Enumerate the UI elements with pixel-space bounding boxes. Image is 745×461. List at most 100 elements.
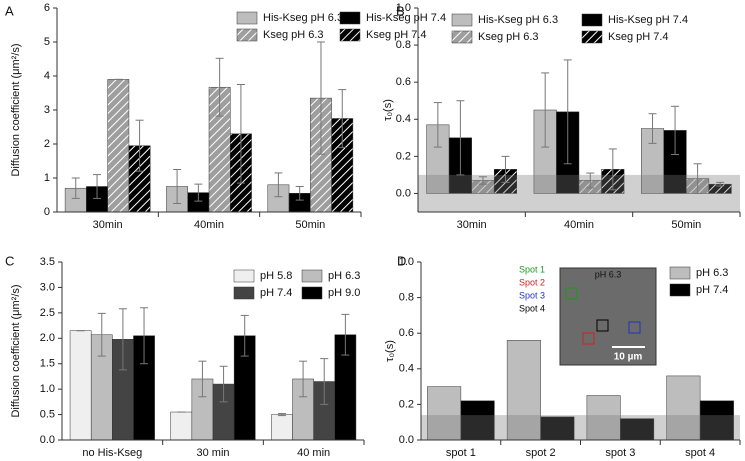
error-bar — [295, 186, 304, 201]
bar — [69, 330, 92, 441]
x-tick-label: 40min — [194, 219, 224, 231]
x-tick-label: spot 3 — [605, 447, 635, 459]
y-tick-label: 2.5 — [40, 307, 55, 319]
error-bar — [240, 314, 249, 357]
y-tick-label: 0.0 — [396, 187, 411, 199]
legend-swatch — [236, 11, 258, 25]
legend-swatch — [581, 13, 603, 27]
legend-swatch — [233, 269, 255, 283]
y-tick-label: 2 — [44, 138, 50, 150]
y-tick-label: 3.5 — [40, 256, 55, 268]
spot-label: Spot 2 — [519, 277, 545, 287]
legend-label: pH 7.4 — [696, 284, 728, 296]
legend-swatch — [669, 266, 691, 280]
spot-label: Spot 3 — [519, 290, 545, 300]
y-tick-label: 1.0 — [399, 256, 414, 268]
error-bar — [236, 84, 245, 184]
inset-image: pH 6.3 10 µm Spot 1 Spot 2 Spot 3 Spot 4 — [519, 264, 657, 366]
x-tick-label: no His-Kseg — [82, 447, 142, 459]
legend-label: Kseg pH 7.4 — [366, 29, 427, 41]
y-axis-label: Diffusion coefficient (μm²/s) — [10, 284, 22, 417]
x-tick-label: 50min — [671, 219, 701, 231]
panel-label: B — [396, 3, 405, 18]
y-tick-label: 3 — [44, 104, 50, 116]
legend-swatch — [236, 28, 258, 42]
error-bar — [194, 183, 203, 202]
error-bar — [563, 59, 572, 165]
spot-box — [582, 332, 595, 345]
error-bar — [541, 72, 550, 148]
y-axis-label: τ₀(s) — [384, 340, 396, 362]
noise-band — [418, 174, 740, 212]
x-tick-label: spot 1 — [446, 447, 476, 459]
legend-label: pH 6.3 — [328, 270, 360, 282]
error-bar — [671, 105, 680, 156]
error-bar — [198, 360, 207, 398]
y-axis-label: τ₀(s) — [382, 99, 394, 121]
x-tick-label: spot 2 — [526, 447, 556, 459]
bar — [666, 375, 701, 441]
x-tick-label: 40 min — [297, 447, 330, 459]
inset-background — [559, 267, 657, 366]
error-bar — [456, 100, 465, 176]
legend-label: pH 9.0 — [328, 287, 360, 299]
error-bar — [433, 102, 442, 148]
x-tick-label: 50min — [295, 219, 325, 231]
y-tick-label: 0.4 — [399, 363, 414, 375]
y-tick-label: 0.5 — [40, 408, 55, 420]
error-bar — [316, 41, 325, 155]
error-bar — [299, 360, 308, 398]
y-tick-label: 0.6 — [396, 76, 411, 88]
error-bar — [478, 176, 487, 185]
legend-swatch — [669, 283, 691, 297]
error-bar — [586, 172, 595, 189]
legend-swatch — [301, 269, 323, 283]
legend-swatch — [339, 11, 361, 25]
scale-bar-label: 10 µm — [614, 352, 643, 363]
panel-label: C — [5, 253, 14, 268]
error-bar — [501, 155, 510, 183]
legend-label: pH 6.3 — [696, 267, 728, 279]
legend-swatch — [233, 286, 255, 300]
bar — [107, 79, 130, 213]
error-bar — [135, 119, 144, 172]
legend-label: His-Kseg pH 7.4 — [366, 12, 446, 24]
y-tick-label: 0.2 — [399, 398, 414, 410]
x-tick-label: 30 min — [196, 447, 229, 459]
legend-label: pH 5.8 — [260, 270, 292, 282]
spot-box — [565, 287, 578, 300]
x-tick-label: spot 4 — [685, 447, 715, 459]
y-tick-label: 1 — [44, 172, 50, 184]
y-tick-label: 0.8 — [399, 292, 414, 304]
legend-swatch — [581, 30, 603, 44]
legend-label: Kseg pH 7.4 — [608, 31, 669, 43]
error-bar — [693, 163, 702, 194]
y-tick-label: 4 — [44, 70, 50, 82]
spot-label: Spot 4 — [519, 303, 545, 313]
x-tick-label: 40min — [564, 219, 594, 231]
spot-box — [628, 321, 641, 334]
error-bar — [648, 113, 657, 144]
y-tick-label: 0 — [44, 206, 50, 218]
legend-swatch — [451, 13, 473, 27]
y-tick-label: 0.4 — [396, 113, 411, 125]
y-tick-label: 2.0 — [40, 332, 55, 344]
legend-label: pH 7.4 — [260, 287, 292, 299]
y-tick-label: 0.0 — [40, 434, 55, 446]
legend-label: His-Kseg pH 7.4 — [608, 14, 688, 26]
legend-swatch — [451, 30, 473, 44]
bar — [271, 414, 293, 441]
inset-title: pH 6.3 — [595, 269, 622, 279]
bar — [586, 395, 621, 441]
noise-band — [421, 415, 740, 440]
error-bar — [93, 174, 102, 199]
panel-label: D — [397, 253, 406, 268]
error-bar — [608, 148, 617, 191]
error-bar — [341, 313, 350, 356]
legend-label: Kseg pH 6.3 — [478, 31, 539, 43]
error-bar — [274, 172, 283, 198]
y-tick-label: 0.2 — [396, 150, 411, 162]
bar — [170, 411, 193, 441]
y-tick-label: 0.0 — [399, 434, 414, 446]
